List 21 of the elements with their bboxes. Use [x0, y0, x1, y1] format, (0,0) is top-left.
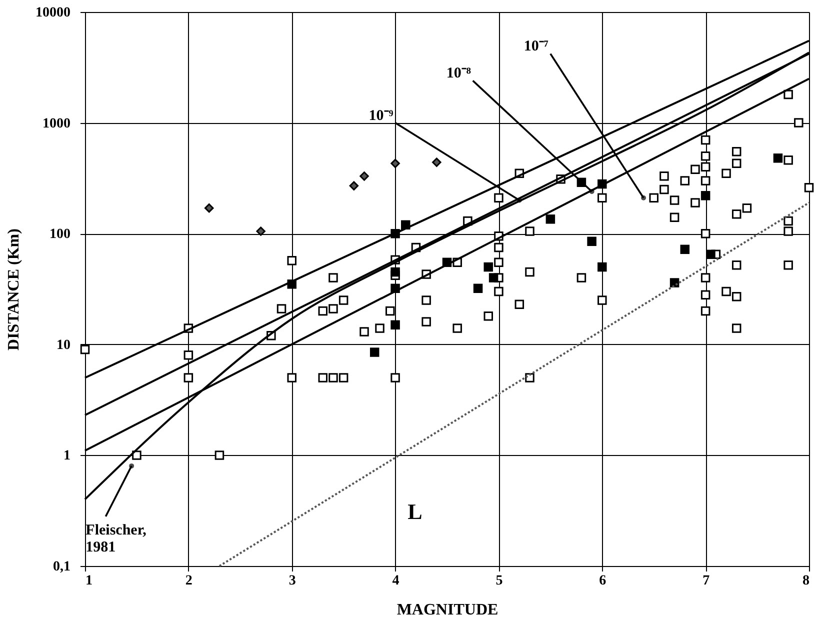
- annotation: 10⁻⁸: [446, 66, 472, 82]
- x-tick-label: 3: [288, 574, 296, 588]
- y-tick-label: 10: [56, 338, 70, 353]
- annotation: 10⁻⁹: [368, 108, 394, 124]
- y-tick-label: 10000: [36, 6, 70, 20]
- x-tick-label: 2: [185, 574, 192, 588]
- y-tick-label: 100: [50, 227, 70, 242]
- x-tick-label: 5: [496, 574, 503, 588]
- annotation: L: [408, 499, 422, 524]
- x-tick-label: 1: [86, 574, 92, 588]
- x-tick-label: 4: [392, 574, 400, 588]
- x-tick-label: 8: [802, 574, 810, 588]
- annotation: 10⁻⁷: [524, 38, 549, 55]
- x-tick-label: 6: [599, 574, 606, 588]
- y-tick-label: 0,1: [53, 560, 70, 574]
- y-tick-label: 1000: [42, 116, 70, 132]
- y-tick-label: 1: [64, 448, 70, 464]
- x-tick-label: 7: [702, 574, 710, 588]
- x-axis-title: MAGNITUDE: [396, 602, 498, 618]
- y-axis-title: DISTANCE (Km): [6, 228, 22, 350]
- annotation: Fleischer, 1981: [86, 522, 147, 556]
